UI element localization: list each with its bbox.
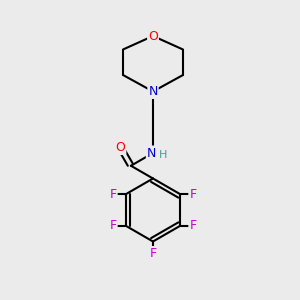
Text: F: F bbox=[189, 219, 197, 232]
Text: N: N bbox=[147, 146, 156, 160]
Text: F: F bbox=[189, 188, 197, 201]
Text: N: N bbox=[148, 85, 158, 98]
Text: F: F bbox=[110, 219, 117, 232]
Text: F: F bbox=[149, 247, 157, 260]
Text: O: O bbox=[116, 141, 125, 154]
Text: H: H bbox=[158, 150, 167, 161]
Text: F: F bbox=[110, 188, 117, 201]
Text: O: O bbox=[148, 29, 158, 43]
